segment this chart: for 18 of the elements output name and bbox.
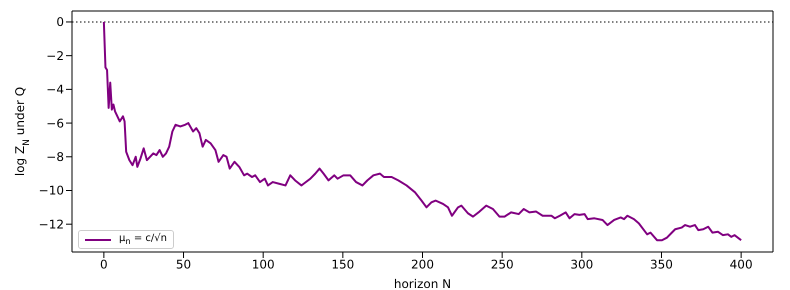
- x-tick-label: 250: [490, 258, 514, 272]
- x-tick-label: 300: [570, 258, 594, 272]
- x-tick-label: 400: [730, 258, 753, 272]
- y-tick-label: −6: [46, 116, 64, 130]
- x-tick-label: 0: [100, 258, 108, 272]
- y-tick-label: 0: [56, 15, 64, 30]
- x-tick-label: 100: [252, 258, 275, 272]
- x-tick-label: 200: [411, 258, 434, 272]
- y-tick-label: −10: [38, 184, 64, 198]
- legend-label: μ$_{n}$ = c/√n: [119, 233, 167, 246]
- y-tick-label: −12: [38, 217, 64, 232]
- y-tick-label: −2: [46, 48, 64, 63]
- x-tick-label: 350: [650, 258, 673, 272]
- x-axis-title: horizon N: [394, 277, 452, 290]
- x-tick-label: 50: [176, 258, 192, 272]
- y-tick-label: −4: [46, 82, 64, 97]
- y-tick-label: −8: [46, 150, 64, 164]
- x-tick-label: 150: [331, 258, 354, 272]
